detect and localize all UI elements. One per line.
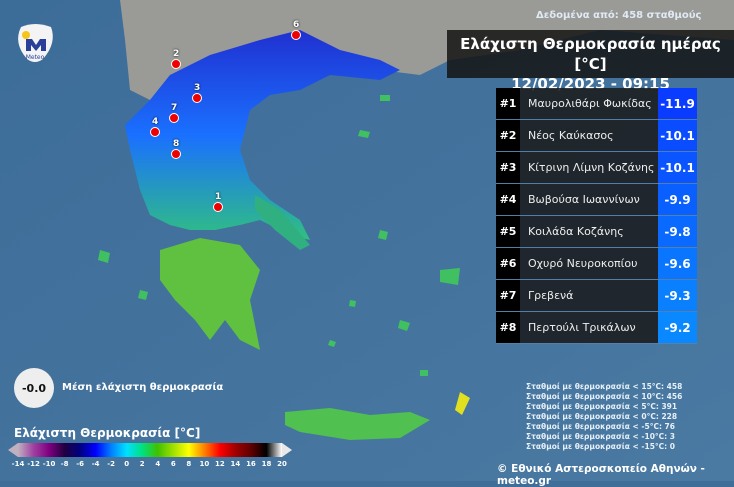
station-marker[interactable] [169, 113, 179, 123]
station-value: -9.9 [658, 184, 697, 215]
colorbar-tick: -14 [11, 460, 25, 468]
colorbar-tick: 16 [246, 460, 256, 468]
rank: #3 [496, 152, 520, 183]
station-value: -9.2 [658, 312, 697, 343]
count-line: Σταθμοί με θερμοκρασία < -5°C: 76 [526, 422, 675, 431]
colorbar-tick: -8 [60, 460, 69, 468]
rank: #8 [496, 312, 520, 343]
rank: #5 [496, 216, 520, 247]
ranking-row: #5 Κοιλάδα Κοζάνης -9.8 [496, 216, 697, 248]
ranking-row: #3 Κίτρινη Λίμνη Κοζάνης -10.1 [496, 152, 697, 184]
marker-label: 2 [173, 49, 180, 59]
station-name: Νέος Καύκασος [520, 120, 658, 151]
colorbar-tick: -4 [91, 460, 100, 468]
colorbar-tick: -12 [27, 460, 40, 468]
station-marker[interactable] [150, 127, 160, 137]
mean-label: Μέση ελάχιστη θερμοκρασία [62, 382, 224, 393]
crete [285, 408, 430, 440]
marker-label: 4 [152, 117, 159, 127]
rank: #7 [496, 280, 520, 311]
credit: © Εθνικό Αστεροσκοπείο Αθηνών - meteo.gr [497, 463, 705, 487]
colorbar-arrow-right [282, 443, 292, 457]
meteo-logo: Meteo [13, 21, 57, 65]
colorbar-tick: 2 [139, 460, 145, 468]
station-marker[interactable] [291, 30, 301, 40]
station-value: -9.6 [658, 248, 697, 279]
rank: #2 [496, 120, 520, 151]
mainland-greece [125, 30, 400, 240]
count-line: Σταθμοί με θερμοκρασία < 15°C: 458 [526, 382, 683, 391]
station-name: Γρεβενά [520, 280, 658, 311]
ranking-row: #2 Νέος Καύκασος -10.1 [496, 120, 697, 152]
station-counts: Σταθμοί με θερμοκρασία < 15°C: 458 Σταθμο… [526, 382, 682, 452]
colorbar-gradient [18, 443, 282, 457]
station-value: -9.3 [658, 280, 697, 311]
station-value: -10.1 [658, 120, 697, 151]
station-value: -9.8 [658, 216, 697, 247]
colorbar-tick: 20 [277, 460, 287, 468]
colorbar [8, 443, 292, 457]
colorbar-tick: 10 [199, 460, 210, 468]
colorbar-tick: 12 [215, 460, 225, 468]
stations-note: Δεδομένα από: 458 σταθμούς [536, 10, 702, 21]
rank: #1 [496, 88, 520, 119]
station-marker[interactable] [171, 149, 181, 159]
station-name: Κίτρινη Λίμνη Κοζάνης [520, 152, 658, 183]
count-line: Σταθμοί με θερμοκρασία < 5°C: 391 [526, 402, 678, 411]
colorbar-tick: -10 [42, 460, 56, 468]
station-name: Βωβούσα Ιωαννίνων [520, 184, 658, 215]
svg-text:Meteo: Meteo [26, 54, 45, 61]
colorbar-tick: 4 [155, 460, 161, 468]
colorbar-tick: 6 [170, 460, 176, 468]
ranking-row: #8 Περτούλι Τρικάλων -9.2 [496, 312, 697, 344]
count-line: Σταθμοί με θερμοκρασία < -15°C: 0 [526, 442, 675, 451]
station-name: Οχυρό Νευροκοπίου [520, 248, 658, 279]
marker-label: 7 [171, 103, 178, 113]
count-line: Σταθμοί με θερμοκρασία < -10°C: 3 [526, 432, 675, 441]
station-name: Μαυρολιθάρι Φωκίδας [520, 88, 658, 119]
ranking-row: #1 Μαυρολιθάρι Φωκίδας -11.9 [496, 88, 697, 120]
colorbar-tick: 0 [124, 460, 130, 468]
evia [255, 195, 310, 250]
ranking-row: #7 Γρεβενά -9.3 [496, 280, 697, 312]
station-marker[interactable] [171, 59, 181, 69]
station-name: Περτούλι Τρικάλων [520, 312, 658, 343]
colorbar-tick: 8 [186, 460, 192, 468]
neighbour-countries [120, 0, 734, 100]
rank: #6 [496, 248, 520, 279]
station-marker[interactable] [213, 202, 223, 212]
rank: #4 [496, 184, 520, 215]
rhodes [455, 392, 470, 415]
count-line: Σταθμοί με θερμοκρασία < 0°C: 228 [526, 412, 678, 421]
lesvos [440, 268, 460, 285]
colorbar-tick: 14 [230, 460, 241, 468]
station-value: -11.9 [658, 88, 697, 119]
mean-value: -0.0 [21, 381, 47, 395]
station-value: -10.1 [658, 152, 697, 183]
peloponnese [160, 238, 260, 350]
station-name: Κοιλάδα Κοζάνης [520, 216, 658, 247]
marker-label: 3 [194, 83, 201, 93]
ranking-row: #6 Οχυρό Νευροκοπίου -9.6 [496, 248, 697, 280]
title-box: Ελάχιστη Θερμοκρασία ημέρας [°C] 12/02/2… [447, 30, 734, 93]
ranking-row: #4 Βωβούσα Ιωαννίνων -9.9 [496, 184, 697, 216]
marker-label: 1 [215, 192, 222, 202]
colorbar-tick: 18 [261, 460, 272, 468]
count-line: Σταθμοί με θερμοκρασία < 10°C: 456 [526, 392, 683, 401]
marker-label: 6 [293, 20, 300, 30]
ranking-table: #1 Μαυρολιθάρι Φωκίδας -11.9 #2 Νέος Καύκασο… [496, 88, 697, 344]
station-marker[interactable] [192, 93, 202, 103]
colorbar-arrow-left [8, 443, 18, 457]
colorbar-tick: -6 [76, 460, 84, 468]
mean-value-badge: -0.0 [14, 368, 54, 408]
page-title: Ελάχιστη Θερμοκρασία ημέρας [°C] [460, 35, 721, 73]
colorbar-tick: -2 [107, 460, 116, 468]
marker-label: 8 [173, 139, 180, 149]
colorbar-title: Ελάχιστη Θερμοκρασία [°C] [14, 426, 201, 440]
